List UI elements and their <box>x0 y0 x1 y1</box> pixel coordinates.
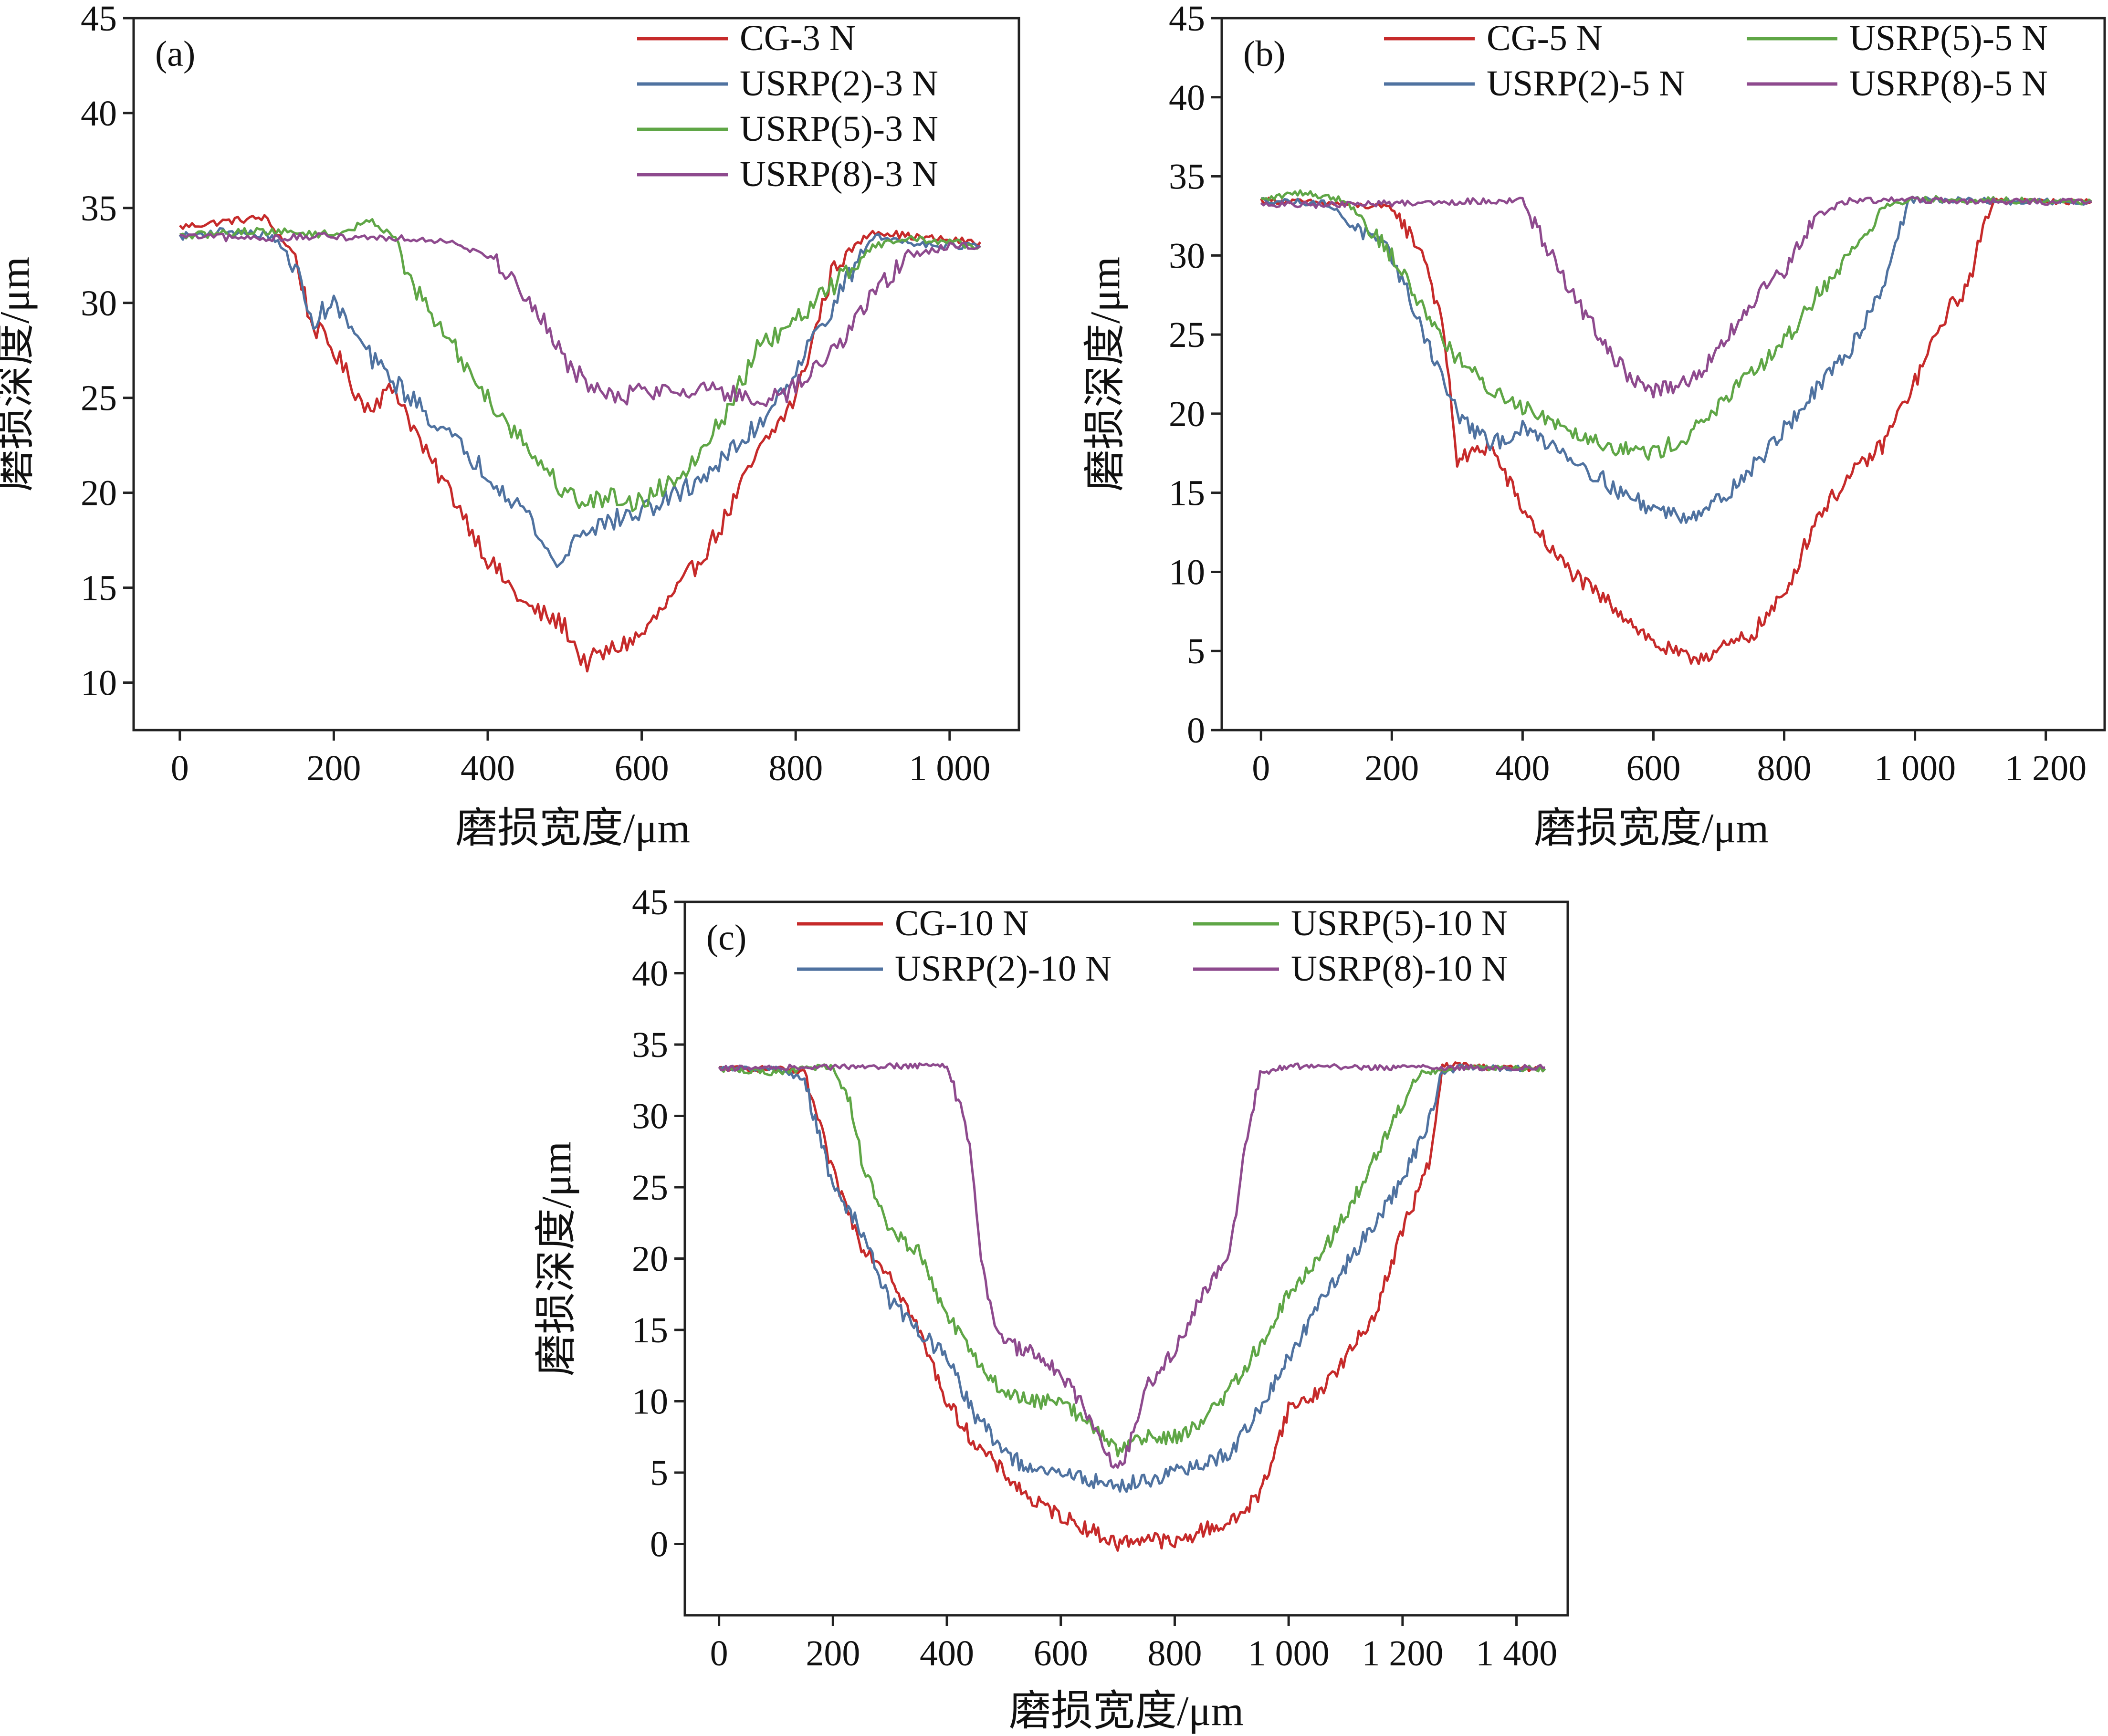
legend-label: CG-10 N <box>895 903 1029 943</box>
y-tick-label: 0 <box>650 1525 668 1565</box>
y-tick-label: 25 <box>1169 315 1205 355</box>
legend-label: USRP(5)-10 N <box>1291 903 1508 943</box>
panel-a: 0 200 400 600 800 1 000 10 15 20 25 30 35 40 45 磨损宽度/μ… <box>0 0 1020 852</box>
y-tick-label: 40 <box>1169 78 1205 118</box>
axes-frame <box>132 17 1020 732</box>
legend-label: USRP(5)-3 N <box>740 109 938 149</box>
y-tick-label: 15 <box>1169 473 1205 513</box>
y-tick-label: 10 <box>81 663 117 703</box>
axes-frame <box>1220 17 2106 732</box>
series-line-cg <box>1260 197 2092 665</box>
x-axis-title: 磨损宽度/μm <box>1534 805 1769 852</box>
panel-label: (a) <box>155 34 195 74</box>
x-tick-label: 400 <box>1495 748 1550 788</box>
panel-label: (c) <box>706 918 746 958</box>
panel-c: 0 200 400 600 800 1 000 1 200 1 400 0 5 10 15 20 25 30… <box>534 882 1569 1735</box>
series-line-usrp5 <box>718 1063 1546 1458</box>
series-line-cg <box>719 1061 1546 1552</box>
x-tick-label: 600 <box>1034 1633 1088 1673</box>
x-tick-label: 0 <box>1252 748 1270 788</box>
x-tick-label: 1 000 <box>1248 1633 1330 1673</box>
y-tick-label: 20 <box>81 473 117 513</box>
x-tick-label: 200 <box>1364 748 1419 788</box>
y-tick-label: 40 <box>632 954 668 994</box>
y-tick-label: 45 <box>81 0 117 39</box>
y-tick-label: 25 <box>632 1168 668 1208</box>
series-line-cg <box>178 214 982 673</box>
x-tick-label: 1 000 <box>909 748 990 788</box>
y-axis-title: 磨损深度/μm <box>1082 257 1129 492</box>
x-tick-label: 1 000 <box>1874 748 1956 788</box>
y-tick-label: 10 <box>1169 552 1205 592</box>
legend-label: USRP(8)-5 N <box>1849 63 2048 104</box>
legend-label: USRP(5)-5 N <box>1849 18 2048 58</box>
legend-label: USRP(2)-10 N <box>895 949 1112 989</box>
x-tick-label: 800 <box>768 748 823 788</box>
y-tick-label: 20 <box>1169 394 1205 434</box>
x-tick-label: 200 <box>806 1633 860 1673</box>
legend-label: CG-3 N <box>740 18 856 58</box>
y-tick-label: 40 <box>81 94 117 134</box>
x-tick-label: 1 200 <box>2005 748 2087 788</box>
x-tick-label: 800 <box>1147 1633 1202 1673</box>
y-axis-title: 磨损深度/μm <box>0 257 38 492</box>
x-tick-label: 1 400 <box>1476 1633 1557 1673</box>
x-tick-label: 600 <box>615 748 669 788</box>
x-tick-label: 400 <box>461 748 515 788</box>
y-tick-label: 35 <box>1169 157 1205 197</box>
y-axis-title: 磨损深度/μm <box>534 1141 580 1376</box>
y-tick-label: 15 <box>81 568 117 608</box>
y-tick-label: 35 <box>81 188 117 229</box>
series-line-usrp8 <box>718 1062 1545 1469</box>
x-axis-title: 磨损宽度/μm <box>1009 1688 1244 1735</box>
legend-label: USRP(2)-3 N <box>740 63 938 104</box>
y-tick-label: 30 <box>81 283 117 324</box>
x-tick-label: 800 <box>1757 748 1812 788</box>
x-tick-label: 0 <box>171 748 189 788</box>
x-tick-label: 1 200 <box>1362 1633 1443 1673</box>
y-tick-label: 45 <box>632 882 668 922</box>
x-tick-label: 0 <box>710 1633 728 1673</box>
y-tick-label: 25 <box>81 378 117 418</box>
legend-label: USRP(2)-5 N <box>1487 63 1685 104</box>
y-tick-label: 0 <box>1187 711 1205 751</box>
panel-b: 0 200 400 600 800 1 000 1 200 0 5 10 15 20 25 30 35 40 4… <box>1082 0 2106 852</box>
legend-label: USRP(8)-3 N <box>740 154 938 194</box>
x-axis-title: 磨损宽度/μm <box>455 805 690 852</box>
y-tick-label: 20 <box>632 1239 668 1279</box>
legend-label: USRP(8)-10 N <box>1291 949 1508 989</box>
y-tick-label: 30 <box>1169 236 1205 276</box>
y-tick-label: 35 <box>632 1025 668 1065</box>
y-tick-label: 45 <box>1169 0 1205 39</box>
y-tick-label: 10 <box>632 1382 668 1422</box>
panel-label: (b) <box>1243 34 1286 74</box>
series-line-usrp5 <box>1260 189 2093 461</box>
y-tick-label: 15 <box>632 1310 668 1350</box>
legend-label: CG-5 N <box>1487 18 1603 58</box>
series-line-usrp8 <box>1260 196 2092 398</box>
series-line-usrp2 <box>718 1063 1546 1493</box>
x-tick-label: 600 <box>1626 748 1680 788</box>
y-tick-label: 5 <box>1187 631 1205 671</box>
y-tick-label: 5 <box>650 1453 668 1493</box>
x-tick-label: 400 <box>920 1633 974 1673</box>
series-line-usrp8 <box>179 231 981 408</box>
y-tick-label: 30 <box>632 1097 668 1137</box>
x-tick-label: 200 <box>306 748 361 788</box>
